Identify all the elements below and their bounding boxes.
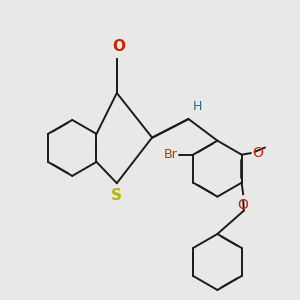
Text: H: H: [193, 100, 202, 113]
Text: Br: Br: [164, 148, 178, 161]
Text: O: O: [252, 146, 263, 160]
Text: O: O: [112, 39, 125, 54]
Text: S: S: [111, 188, 122, 203]
Text: O: O: [237, 198, 248, 212]
